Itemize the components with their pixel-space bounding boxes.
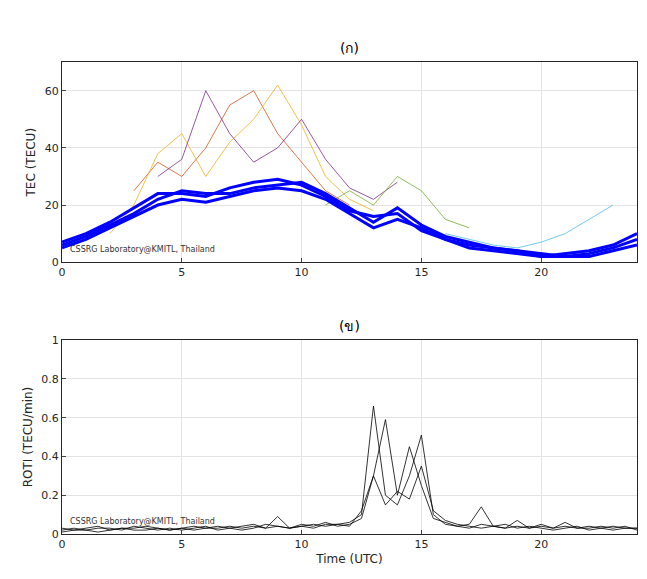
- svg-text:0: 0: [52, 256, 59, 269]
- svg-text:CSSRG Laboratory@KMITL, Thaila: CSSRG Laboratory@KMITL, Thailand: [70, 517, 215, 526]
- svg-text:5: 5: [178, 266, 185, 279]
- svg-text:ROTI (TECU/min): ROTI (TECU/min): [21, 387, 35, 488]
- svg-text:CSSRG Laboratory@KMITL, Thaila: CSSRG Laboratory@KMITL, Thailand: [70, 245, 215, 254]
- svg-text:20: 20: [534, 538, 548, 551]
- svg-text:40: 40: [45, 142, 59, 155]
- svg-text:0.4: 0.4: [41, 450, 59, 463]
- svg-text:0: 0: [59, 266, 66, 279]
- svg-text:Time (UTC): Time (UTC): [315, 552, 382, 566]
- svg-text:10: 10: [295, 266, 309, 279]
- svg-text:0.8: 0.8: [41, 373, 59, 386]
- svg-text:15: 15: [414, 266, 428, 279]
- svg-text:15: 15: [414, 538, 428, 551]
- svg-text:0: 0: [59, 538, 66, 551]
- svg-text:TEC (TECU): TEC (TECU): [24, 128, 38, 198]
- svg-text:0.6: 0.6: [41, 411, 59, 424]
- svg-text:20: 20: [534, 266, 548, 279]
- svg-text:5: 5: [178, 538, 185, 551]
- svg-text:1: 1: [52, 334, 59, 347]
- svg-text:(ข): (ข): [339, 318, 360, 334]
- svg-text:0.2: 0.2: [41, 489, 59, 502]
- svg-text:10: 10: [295, 538, 309, 551]
- svg-text:60: 60: [45, 85, 59, 98]
- svg-text:(ก): (ก): [340, 40, 359, 56]
- svg-text:20: 20: [45, 199, 59, 212]
- svg-text:0: 0: [52, 528, 59, 541]
